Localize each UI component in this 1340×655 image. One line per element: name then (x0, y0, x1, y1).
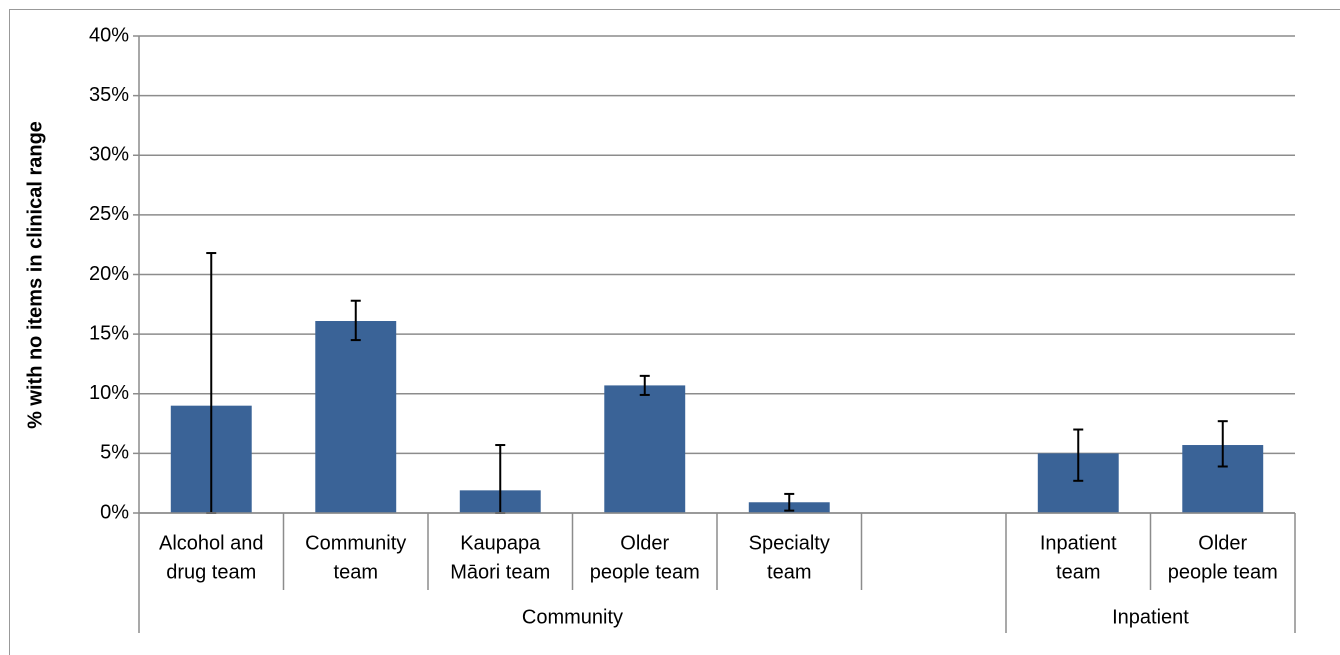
x-tick-label: team (767, 561, 811, 583)
y-tick-label: 5% (100, 442, 129, 464)
y-tick-label: 10% (89, 382, 129, 404)
x-tick-label: Older (620, 532, 669, 554)
y-tick-label: 20% (89, 263, 129, 285)
x-tick-label: Alcohol and (159, 532, 264, 554)
chart-frame (9, 9, 1340, 655)
x-tick-label: Inpatient (1040, 532, 1117, 554)
x-tick-label: team (334, 561, 378, 583)
x-tick-label: Māori team (450, 561, 550, 583)
bar (315, 321, 397, 513)
y-tick-label: 15% (89, 322, 129, 344)
group-label: Inpatient (1112, 606, 1189, 628)
x-tick-label: Kaupapa (460, 532, 541, 554)
x-tick-label: Older (1198, 532, 1247, 554)
x-tick-label: Community (305, 532, 406, 554)
y-tick-label: 30% (89, 144, 129, 166)
x-tick-label: team (1056, 561, 1100, 583)
x-tick-label: drug team (166, 561, 256, 583)
group-label: Community (522, 606, 623, 628)
x-tick-label: people team (590, 561, 700, 583)
bar (604, 385, 686, 513)
x-tick-label: Specialty (749, 532, 830, 554)
y-tick-label: 35% (89, 84, 129, 106)
y-tick-label: 40% (89, 24, 129, 46)
y-tick-label: 25% (89, 203, 129, 225)
x-tick-label: people team (1168, 561, 1278, 583)
y-axis-label: % with no items in clinical range (24, 121, 46, 429)
y-tick-label: 0% (100, 501, 129, 523)
